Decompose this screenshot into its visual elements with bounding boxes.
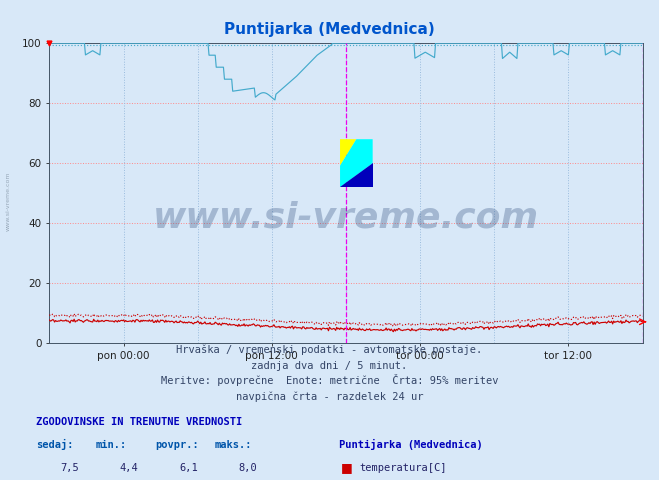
Text: temperatura[C]: temperatura[C] [359, 463, 447, 473]
Text: 6,1: 6,1 [179, 463, 198, 473]
Polygon shape [340, 163, 373, 187]
Text: ■: ■ [341, 461, 353, 474]
Text: Puntijarka (Medvednica): Puntijarka (Medvednica) [339, 439, 483, 450]
Text: ZGODOVINSKE IN TRENUTNE VREDNOSTI: ZGODOVINSKE IN TRENUTNE VREDNOSTI [36, 417, 243, 427]
Text: Puntijarka (Medvednica): Puntijarka (Medvednica) [224, 22, 435, 36]
Text: 4,4: 4,4 [120, 463, 138, 473]
Text: Meritve: povprečne  Enote: metrične  Črta: 95% meritev: Meritve: povprečne Enote: metrične Črta:… [161, 374, 498, 386]
Text: maks.:: maks.: [214, 440, 252, 450]
Text: Hrvaška / vremenski podatki - avtomatske postaje.: Hrvaška / vremenski podatki - avtomatske… [177, 344, 482, 355]
Text: povpr.:: povpr.: [155, 440, 198, 450]
Text: zadnja dva dni / 5 minut.: zadnja dva dni / 5 minut. [251, 360, 408, 371]
Text: min.:: min.: [96, 440, 127, 450]
Polygon shape [340, 139, 373, 187]
Text: www.si-vreme.com: www.si-vreme.com [5, 172, 11, 231]
Text: 7,5: 7,5 [61, 463, 79, 473]
Text: sedaj:: sedaj: [36, 439, 74, 450]
Text: www.si-vreme.com: www.si-vreme.com [153, 200, 539, 234]
Text: 8,0: 8,0 [239, 463, 257, 473]
Polygon shape [340, 139, 357, 166]
Text: navpična črta - razdelek 24 ur: navpična črta - razdelek 24 ur [236, 392, 423, 402]
